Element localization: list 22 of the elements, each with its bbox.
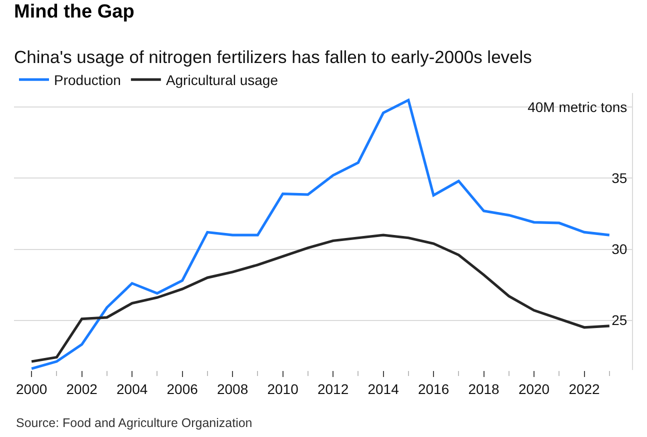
line-series [30, 234, 611, 363]
chart-title: Mind the Gap [14, 2, 134, 23]
x-tick-label: 2022 [568, 380, 600, 397]
y-tick-label: 40M metric tons [528, 99, 628, 116]
legend-label: Production [54, 72, 121, 88]
x-tick-label: 2020 [518, 380, 550, 397]
x-tick-label: 2000 [16, 380, 48, 397]
x-tick-label: 2014 [368, 380, 400, 397]
legend-label: Agricultural usage [166, 72, 278, 88]
x-tick-label: 2018 [468, 380, 500, 397]
x-tick-label: 2012 [317, 380, 349, 397]
x-tick-label: 2002 [66, 380, 98, 397]
x-tick-label: 2006 [166, 380, 198, 397]
x-tick-label: 2004 [116, 380, 148, 397]
x-tick-label: 2008 [216, 380, 248, 397]
x-tick-label: 2010 [267, 380, 299, 397]
y-tick-label: 35 [612, 170, 628, 186]
source-note: Source: Food and Agriculture Organization [16, 416, 252, 430]
y-tick-label: 25 [612, 312, 628, 328]
y-tick-label: 30 [612, 241, 628, 258]
x-tick-label: 2016 [418, 380, 450, 397]
chart-subtitle: China's usage of nitrogen fertilizers has fallen to early-2000s levels [14, 46, 532, 67]
